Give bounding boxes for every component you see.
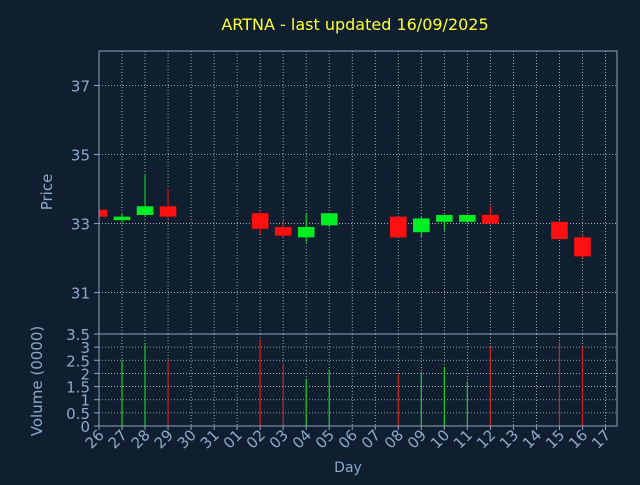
candle-body: [251, 213, 269, 229]
price-tick-label: 35: [71, 147, 90, 165]
candle-body: [113, 216, 131, 221]
candle-body: [320, 213, 338, 226]
volume-tick-label: 2.5: [66, 352, 90, 370]
price-tick-label: 33: [71, 216, 90, 234]
price-axis-label: Price: [38, 174, 56, 211]
candle-body: [159, 206, 177, 217]
volume-panel: 00.511.522.533.5: [66, 326, 618, 436]
volume-frame: [98, 333, 618, 427]
candle-body: [413, 218, 430, 233]
candle-body: [136, 206, 154, 215]
candle-body: [436, 214, 453, 222]
candle-body: [482, 214, 499, 224]
volume-axis-label: Volume (0000): [28, 326, 46, 436]
volume-tick-label: 0: [80, 418, 90, 436]
candle-body: [390, 216, 407, 238]
price-tick-label: 37: [71, 78, 90, 96]
volume-tick-label: 3.5: [66, 326, 90, 344]
candle-body: [551, 221, 568, 240]
candle-body: [574, 237, 591, 257]
price-tick-label: 31: [71, 285, 90, 303]
x-axis-label: Day: [334, 460, 362, 476]
day-tick-label: 17: [588, 426, 614, 452]
price-panel: 31 33 35 37: [71, 50, 618, 335]
candle-body: [274, 227, 292, 236]
volume-tick-label: 1.5: [66, 379, 90, 397]
price-frame: [98, 50, 618, 335]
x-axis-ticks: 2627282930310102030405060708091011121314…: [82, 426, 614, 452]
candle-body: [99, 209, 108, 217]
candle-body: [459, 214, 476, 222]
chart-title: ARTNA - last updated 16/09/2025: [221, 15, 488, 34]
volume-tick-label: 1: [80, 392, 90, 410]
volume-tick-label: 2: [80, 365, 90, 383]
candle-body: [297, 227, 315, 238]
volume-tick-label: 0.5: [66, 405, 90, 423]
volume-tick-label: 3: [80, 339, 90, 357]
